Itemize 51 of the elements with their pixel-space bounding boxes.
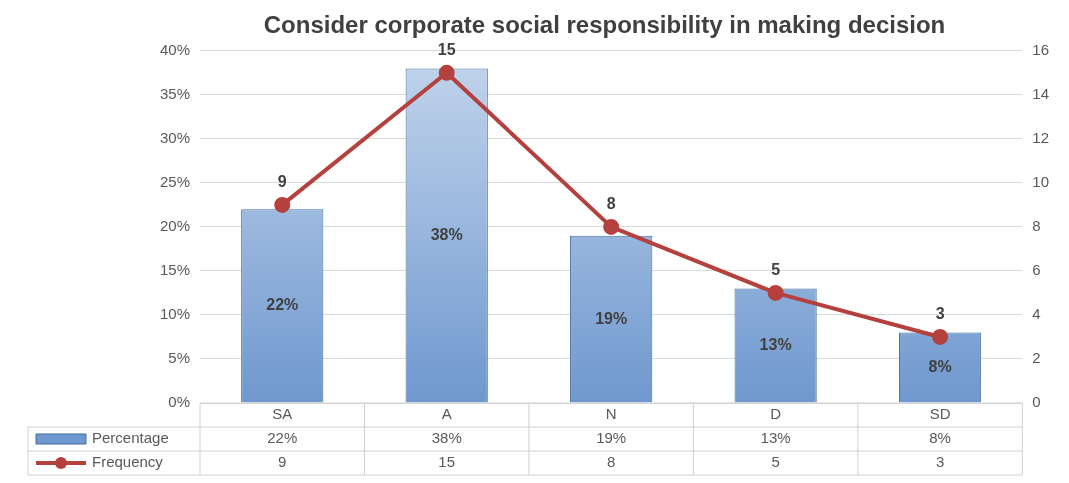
y2-tick-label: 12	[1032, 128, 1049, 146]
text: 38%	[430, 225, 463, 243]
text: 3	[935, 305, 945, 323]
point	[932, 328, 949, 345]
y2-tick-label: 16	[1032, 40, 1049, 58]
data-label: 19%	[596, 429, 627, 447]
point	[603, 218, 620, 235]
text: 8	[606, 195, 616, 213]
text: 15	[437, 41, 456, 59]
y-tick-label: 15%	[159, 261, 191, 279]
x-tick-label: A	[441, 405, 452, 423]
y-tick-label: 0%	[168, 393, 191, 411]
y2-tick-label: 14	[1032, 84, 1049, 102]
y2-tick-label: 10	[1032, 173, 1049, 191]
data-label: 8	[607, 453, 616, 471]
y2-tick-label: 8	[1032, 217, 1041, 235]
legend-label: Frequency	[92, 453, 164, 471]
legend-label: Percentage	[92, 429, 169, 447]
x-tick-label: SD	[929, 405, 951, 423]
data-label: 9	[278, 453, 287, 471]
text: 13%	[759, 335, 792, 353]
text: 9	[277, 173, 287, 191]
data-label: 38%	[431, 429, 462, 447]
data-label: 15	[438, 453, 456, 471]
point	[438, 64, 455, 81]
y-tick-label: 5%	[168, 349, 191, 367]
y-tick-label: 30%	[159, 128, 191, 146]
text: 5	[771, 261, 781, 279]
y2-tick-label: 2	[1032, 349, 1041, 367]
y-tick-label: 40%	[159, 40, 191, 58]
point	[767, 284, 784, 301]
text: 19%	[595, 309, 628, 327]
chart-title: Consider corporate social responsibility in making decision	[263, 11, 946, 39]
data-label: 3	[935, 453, 945, 471]
y2-tick-label: 4	[1032, 305, 1041, 323]
text: 22%	[266, 296, 299, 314]
x-tick-label: N	[605, 405, 617, 423]
data-label: 5	[771, 453, 780, 471]
x-tick-label: D	[770, 405, 782, 423]
y-tick-label: 25%	[159, 173, 191, 191]
data-label: 13%	[760, 429, 791, 447]
point	[274, 196, 291, 213]
x-tick-label: SA	[272, 405, 293, 423]
y-tick-label: 35%	[159, 84, 191, 102]
text: 8%	[928, 357, 952, 375]
data-label: 22%	[267, 429, 298, 447]
y2-tick-label: 0	[1032, 393, 1041, 411]
data-label: 8%	[929, 429, 951, 447]
y-tick-label: 10%	[159, 305, 191, 323]
y-tick-label: 20%	[159, 217, 191, 235]
y2-tick-label: 6	[1032, 261, 1041, 279]
